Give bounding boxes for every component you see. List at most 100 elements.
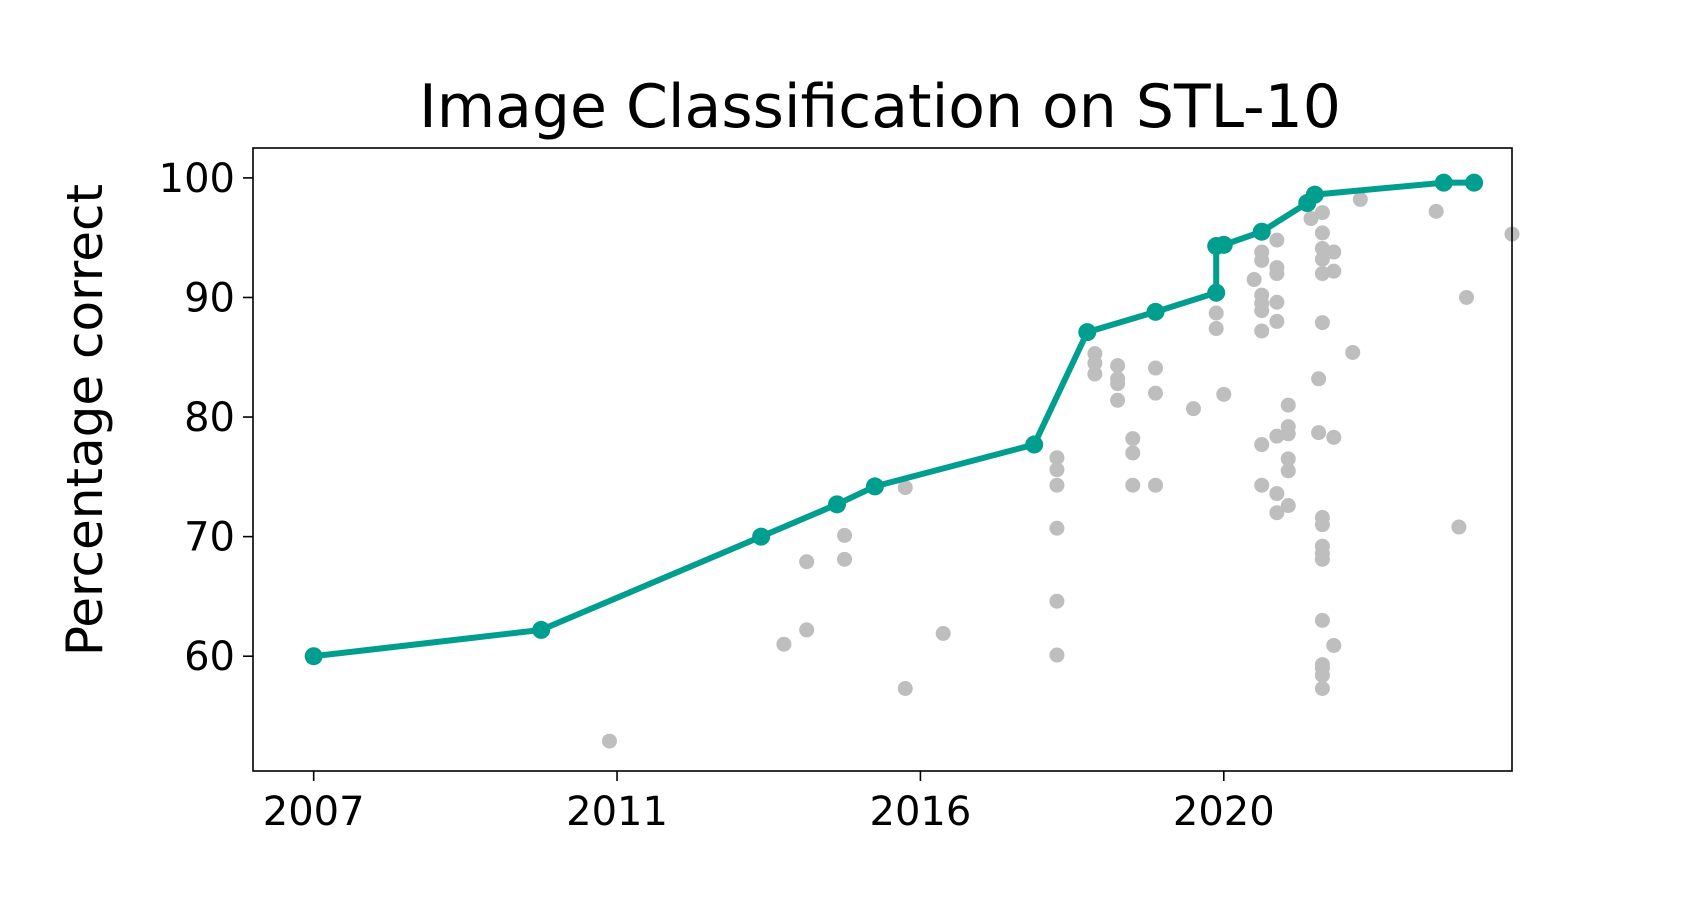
data-point xyxy=(1148,477,1164,493)
data-point xyxy=(1280,463,1296,479)
axes-frame xyxy=(252,147,1513,772)
x-tick-label: 2011 xyxy=(566,789,668,835)
x-tick-label: 2007 xyxy=(263,789,365,835)
data-point xyxy=(1269,294,1285,310)
data-point xyxy=(1326,244,1342,260)
y-tick-label: 80 xyxy=(184,395,235,441)
data-point xyxy=(1087,355,1103,371)
data-point xyxy=(799,622,815,638)
data-point xyxy=(1254,252,1270,268)
frontier-point xyxy=(827,495,846,514)
data-point xyxy=(1326,637,1342,653)
data-point xyxy=(935,625,951,641)
data-point xyxy=(1049,593,1065,609)
data-point xyxy=(1216,386,1232,402)
data-point xyxy=(1326,263,1342,279)
data-point xyxy=(1110,358,1126,374)
data-point xyxy=(1269,428,1285,444)
data-point xyxy=(837,527,853,543)
frontier-line xyxy=(310,179,1478,660)
data-point xyxy=(1208,305,1224,321)
data-point xyxy=(1428,203,1444,219)
data-point xyxy=(1049,450,1065,466)
data-point xyxy=(1303,211,1319,227)
frontier-point xyxy=(1146,302,1165,321)
data-point xyxy=(1311,371,1327,387)
frontier-point xyxy=(1434,173,1453,192)
data-point xyxy=(1148,385,1164,401)
y-tick-label: 70 xyxy=(184,515,235,561)
data-point xyxy=(1269,232,1285,248)
data-point xyxy=(1087,366,1103,382)
data-point xyxy=(1314,612,1330,628)
data-point xyxy=(897,480,913,496)
data-point xyxy=(799,554,815,570)
y-tick-label: 90 xyxy=(184,275,235,321)
data-point xyxy=(1269,266,1285,282)
data-point xyxy=(1458,289,1474,305)
frontier-point xyxy=(752,527,771,546)
data-point xyxy=(1269,313,1285,329)
data-point xyxy=(1254,437,1270,453)
data-point xyxy=(1148,360,1164,376)
data-point xyxy=(1280,397,1296,413)
y-tick-label: 100 xyxy=(159,156,235,202)
data-point xyxy=(1269,505,1285,521)
x-tick-label: 2020 xyxy=(1173,789,1275,835)
data-point xyxy=(1125,477,1141,493)
data-point xyxy=(1314,551,1330,567)
data-point xyxy=(1314,266,1330,282)
data-point xyxy=(1049,647,1065,663)
data-point xyxy=(897,680,913,696)
frontier-point xyxy=(1465,173,1484,192)
data-point xyxy=(1049,520,1065,536)
chart-title: Image Classification on STL-10 xyxy=(419,72,1341,142)
y-axis-label: Percentage correct xyxy=(56,184,114,656)
data-point xyxy=(1254,477,1270,493)
data-point xyxy=(776,636,792,652)
frontier-point xyxy=(532,620,551,639)
frontier-point xyxy=(865,477,884,496)
data-point xyxy=(1314,667,1330,683)
plot-area xyxy=(304,173,1520,749)
data-point xyxy=(1311,425,1327,441)
frontier-point xyxy=(1252,222,1271,241)
data-point xyxy=(1049,477,1065,493)
y-tick-label: 60 xyxy=(184,634,235,680)
data-point xyxy=(1280,451,1296,467)
frontier-point xyxy=(304,647,323,666)
data-point xyxy=(1352,191,1368,207)
data-point xyxy=(1451,519,1467,535)
data-point xyxy=(1110,392,1126,408)
data-point xyxy=(1246,272,1262,288)
data-point xyxy=(1185,401,1201,417)
frontier-point xyxy=(1305,185,1324,204)
data-point xyxy=(1314,251,1330,267)
frontier-point xyxy=(1025,435,1044,454)
data-point xyxy=(1280,426,1296,442)
data-point xyxy=(1208,321,1224,337)
frontier-point xyxy=(1214,235,1233,254)
frontier-point xyxy=(1207,283,1226,302)
x-tick-label: 2016 xyxy=(870,789,972,835)
data-point xyxy=(601,733,617,749)
data-point xyxy=(1314,225,1330,241)
data-point xyxy=(1326,429,1342,445)
data-point xyxy=(1314,315,1330,331)
data-point xyxy=(837,551,853,567)
data-point xyxy=(1049,462,1065,478)
data-point xyxy=(1314,240,1330,256)
data-point xyxy=(1280,498,1296,514)
data-point xyxy=(1269,486,1285,502)
data-point xyxy=(1314,205,1330,221)
axes: 60 70 80 90 100 2007 2011 2016 2020 xyxy=(159,156,1275,835)
data-point xyxy=(1254,323,1270,339)
data-point xyxy=(1110,376,1126,392)
data-point xyxy=(1314,680,1330,696)
data-point xyxy=(1125,431,1141,447)
frontier-point xyxy=(1078,323,1097,342)
data-point xyxy=(1125,445,1141,461)
data-point xyxy=(1314,517,1330,533)
data-point xyxy=(1254,303,1270,319)
